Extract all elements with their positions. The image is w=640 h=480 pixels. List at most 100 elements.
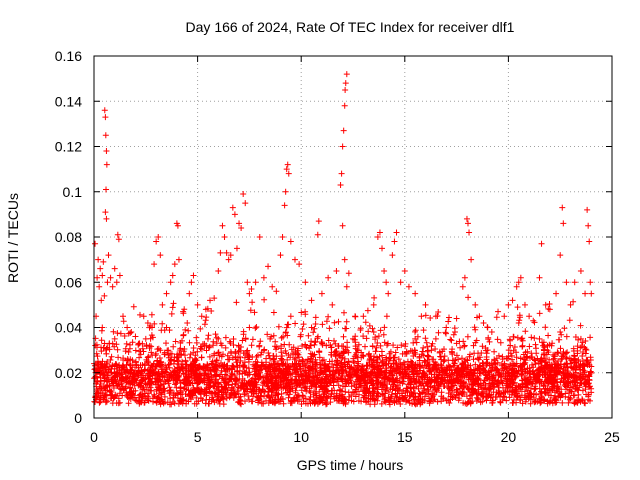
data-point bbox=[211, 295, 218, 302]
data-point bbox=[501, 313, 508, 320]
data-point bbox=[560, 220, 567, 227]
data-point bbox=[476, 313, 483, 320]
data-point bbox=[115, 236, 122, 243]
data-point bbox=[587, 279, 594, 286]
data-point bbox=[103, 186, 110, 193]
data-point bbox=[256, 234, 263, 240]
data-point bbox=[586, 238, 593, 245]
data-point bbox=[557, 252, 564, 259]
data-point bbox=[480, 319, 487, 326]
data-point bbox=[341, 256, 348, 263]
data-point bbox=[246, 324, 253, 331]
dense-data-band bbox=[91, 294, 595, 408]
x-tick-label: 25 bbox=[604, 429, 620, 445]
data-point bbox=[557, 329, 564, 336]
data-point bbox=[102, 132, 109, 139]
data-point bbox=[153, 238, 160, 245]
x-tick-label: 10 bbox=[293, 429, 309, 445]
data-point bbox=[260, 274, 267, 281]
data-point bbox=[99, 324, 106, 331]
data-point bbox=[526, 313, 533, 320]
data-point bbox=[184, 319, 191, 326]
data-point bbox=[120, 313, 127, 320]
data-point bbox=[163, 324, 170, 331]
data-point bbox=[329, 301, 336, 308]
data-point bbox=[376, 229, 383, 236]
data-point bbox=[225, 256, 232, 263]
data-point bbox=[103, 215, 110, 222]
data-point bbox=[340, 127, 347, 134]
data-point bbox=[515, 319, 522, 326]
data-point bbox=[103, 161, 110, 168]
data-point bbox=[103, 148, 110, 155]
data-point bbox=[405, 283, 412, 290]
data-point bbox=[453, 340, 460, 347]
data-point bbox=[515, 279, 522, 286]
y-tick-label: 0.02 bbox=[55, 365, 82, 381]
data-point bbox=[393, 229, 400, 236]
chart-title: Day 166 of 2024, Rate Of TEC Index for r… bbox=[186, 19, 515, 35]
data-point bbox=[588, 290, 595, 297]
data-point bbox=[432, 313, 439, 320]
data-point bbox=[339, 222, 346, 229]
data-point bbox=[302, 279, 309, 286]
y-tick-label: 0.12 bbox=[55, 139, 82, 155]
data-point bbox=[198, 313, 205, 320]
data-point bbox=[563, 279, 570, 286]
data-point bbox=[97, 265, 104, 272]
data-point bbox=[287, 313, 294, 320]
x-tick-label: 5 bbox=[194, 429, 202, 445]
data-point bbox=[169, 272, 176, 279]
data-point bbox=[536, 274, 543, 281]
data-point bbox=[542, 301, 549, 308]
data-points bbox=[92, 71, 595, 354]
data-point bbox=[190, 272, 197, 279]
data-point bbox=[142, 335, 149, 342]
data-point bbox=[194, 301, 201, 308]
data-point bbox=[333, 267, 340, 274]
data-point bbox=[101, 292, 108, 299]
data-point bbox=[488, 329, 495, 336]
data-point bbox=[124, 324, 131, 331]
data-point bbox=[370, 301, 377, 308]
y-axis-label: ROTI / TECUs bbox=[5, 193, 21, 283]
data-point bbox=[248, 286, 255, 293]
data-point bbox=[559, 204, 566, 211]
x-tick-label: 15 bbox=[397, 429, 413, 445]
data-point bbox=[155, 234, 162, 240]
data-point bbox=[339, 143, 346, 150]
data-point bbox=[188, 279, 195, 286]
x-tick-label: 0 bbox=[90, 429, 98, 445]
data-point bbox=[111, 265, 118, 272]
data-point bbox=[315, 218, 322, 225]
data-point bbox=[175, 256, 182, 263]
x-tick-label: 20 bbox=[501, 429, 517, 445]
data-point bbox=[244, 279, 251, 286]
data-point bbox=[571, 279, 578, 286]
data-point bbox=[98, 297, 105, 304]
data-point bbox=[530, 317, 537, 324]
data-point bbox=[401, 267, 408, 274]
data-point bbox=[463, 215, 470, 222]
data-point bbox=[104, 279, 111, 286]
data-point bbox=[342, 86, 349, 93]
data-point bbox=[279, 234, 286, 240]
data-point bbox=[221, 234, 228, 240]
y-tick-label: 0.14 bbox=[55, 93, 82, 109]
y-tick-label: 0.1 bbox=[63, 184, 83, 200]
data-point bbox=[233, 245, 240, 252]
data-point bbox=[219, 222, 226, 229]
data-point bbox=[381, 267, 388, 274]
data-point bbox=[350, 335, 356, 342]
data-point bbox=[484, 347, 491, 354]
data-point bbox=[285, 170, 292, 177]
data-point bbox=[585, 222, 592, 229]
data-point bbox=[227, 252, 234, 259]
data-point bbox=[167, 279, 174, 286]
data-point bbox=[397, 279, 404, 286]
data-point bbox=[513, 283, 520, 290]
data-point bbox=[383, 279, 390, 286]
data-point bbox=[111, 335, 118, 342]
data-point bbox=[536, 335, 543, 342]
